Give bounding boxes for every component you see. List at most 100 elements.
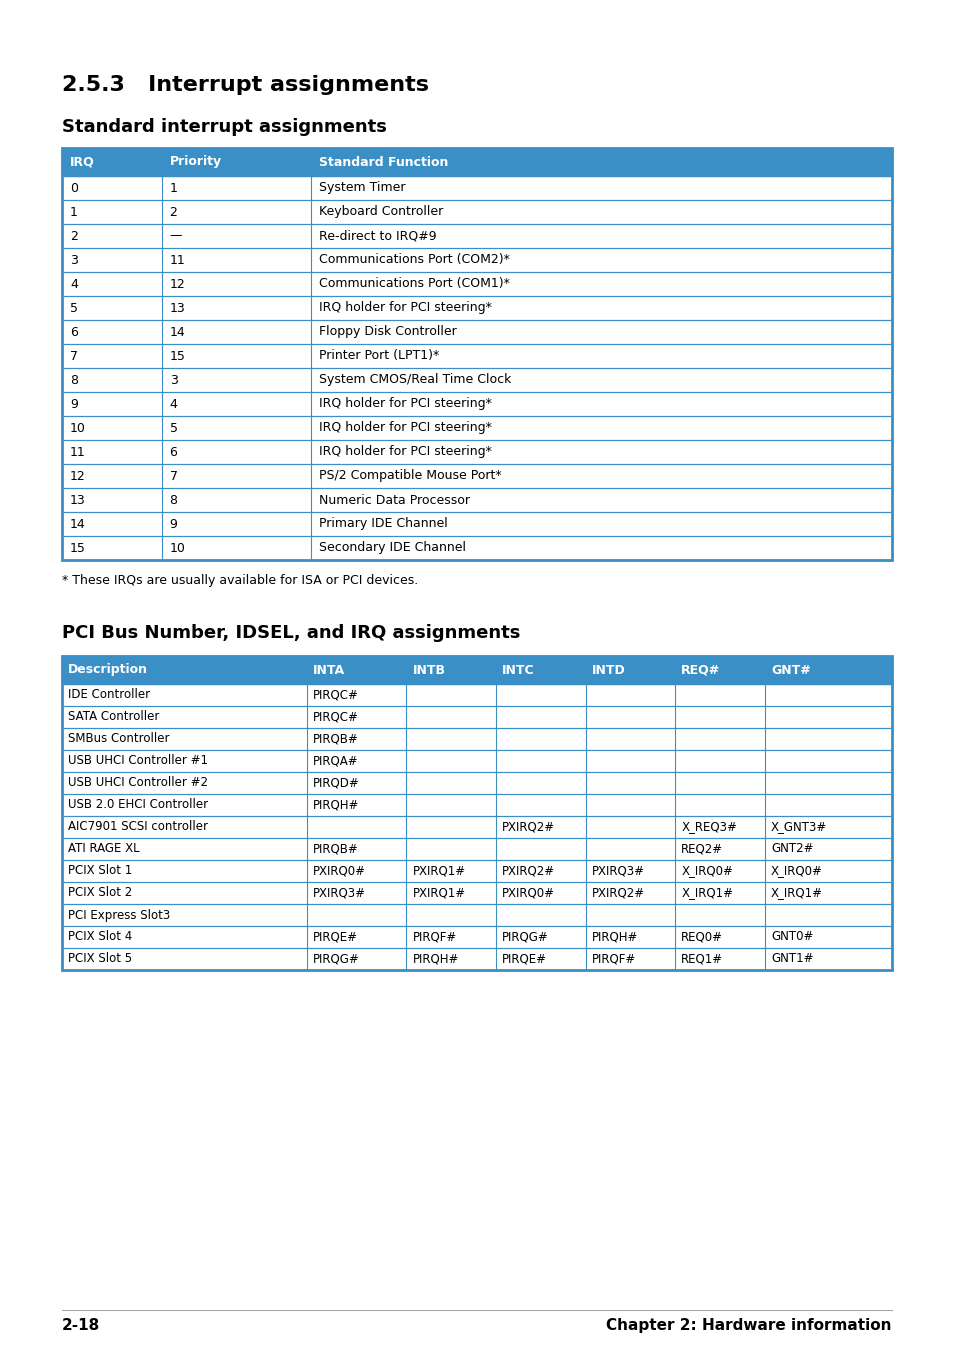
Text: PCIX Slot 5: PCIX Slot 5 bbox=[68, 952, 132, 966]
Text: PXIRQ0#: PXIRQ0# bbox=[313, 865, 365, 878]
Text: Chapter 2: Hardware information: Chapter 2: Hardware information bbox=[606, 1319, 891, 1333]
Text: ATI RAGE XL: ATI RAGE XL bbox=[68, 843, 139, 855]
Bar bbox=[62, 200, 891, 224]
Text: X_IRQ0#: X_IRQ0# bbox=[680, 865, 733, 878]
Text: 4: 4 bbox=[170, 397, 177, 411]
Text: * These IRQs are usually available for ISA or PCI devices.: * These IRQs are usually available for I… bbox=[62, 574, 417, 586]
Text: GNT2#: GNT2# bbox=[770, 843, 813, 855]
Text: X_IRQ1#: X_IRQ1# bbox=[770, 886, 822, 900]
Bar bbox=[62, 512, 891, 536]
Bar bbox=[62, 657, 891, 970]
Text: IDE Controller: IDE Controller bbox=[68, 689, 150, 701]
Text: SATA Controller: SATA Controller bbox=[68, 711, 159, 724]
Text: IRQ holder for PCI steering*: IRQ holder for PCI steering* bbox=[318, 446, 492, 458]
Text: PIRQH#: PIRQH# bbox=[412, 952, 458, 966]
Text: PXIRQ3#: PXIRQ3# bbox=[313, 886, 365, 900]
Text: 5: 5 bbox=[70, 301, 78, 315]
Bar bbox=[62, 750, 891, 771]
Text: 3: 3 bbox=[70, 254, 78, 266]
Text: Printer Port (LPT1)*: Printer Port (LPT1)* bbox=[318, 350, 438, 362]
Text: 11: 11 bbox=[170, 254, 185, 266]
Text: 10: 10 bbox=[170, 542, 185, 554]
Text: PS/2 Compatible Mouse Port*: PS/2 Compatible Mouse Port* bbox=[318, 470, 501, 482]
Text: Standard interrupt assignments: Standard interrupt assignments bbox=[62, 118, 387, 136]
Text: Communications Port (COM1)*: Communications Port (COM1)* bbox=[318, 277, 509, 290]
Text: IRQ holder for PCI steering*: IRQ holder for PCI steering* bbox=[318, 301, 492, 315]
Text: Floppy Disk Controller: Floppy Disk Controller bbox=[318, 326, 456, 339]
Text: System Timer: System Timer bbox=[318, 181, 405, 195]
Bar bbox=[62, 249, 891, 272]
Text: REQ1#: REQ1# bbox=[680, 952, 722, 966]
Bar bbox=[62, 536, 891, 561]
Text: 13: 13 bbox=[70, 493, 86, 507]
Bar bbox=[62, 728, 891, 750]
Bar bbox=[62, 176, 891, 200]
Text: X_REQ3#: X_REQ3# bbox=[680, 820, 737, 834]
Text: Numeric Data Processor: Numeric Data Processor bbox=[318, 493, 470, 507]
Text: INTC: INTC bbox=[501, 663, 534, 677]
Bar bbox=[62, 904, 891, 925]
Text: 1: 1 bbox=[170, 181, 177, 195]
Text: Secondary IDE Channel: Secondary IDE Channel bbox=[318, 542, 465, 554]
Text: PIRQH#: PIRQH# bbox=[591, 931, 638, 943]
Text: 15: 15 bbox=[170, 350, 185, 362]
Text: IRQ holder for PCI steering*: IRQ holder for PCI steering* bbox=[318, 422, 492, 435]
Text: —: — bbox=[170, 230, 182, 242]
Text: IRQ holder for PCI steering*: IRQ holder for PCI steering* bbox=[318, 397, 492, 411]
Text: PIRQC#: PIRQC# bbox=[313, 689, 358, 701]
Text: 2-18: 2-18 bbox=[62, 1319, 100, 1333]
Bar bbox=[62, 149, 891, 561]
Bar bbox=[62, 367, 891, 392]
Text: AIC7901 SCSI controller: AIC7901 SCSI controller bbox=[68, 820, 208, 834]
Text: PCI Bus Number, IDSEL, and IRQ assignments: PCI Bus Number, IDSEL, and IRQ assignmen… bbox=[62, 624, 519, 642]
Bar bbox=[62, 861, 891, 882]
Text: PIRQD#: PIRQD# bbox=[313, 777, 359, 789]
Bar bbox=[62, 320, 891, 345]
Bar bbox=[62, 707, 891, 728]
Text: 6: 6 bbox=[170, 446, 177, 458]
Bar bbox=[62, 816, 891, 838]
Text: 14: 14 bbox=[70, 517, 86, 531]
Bar bbox=[62, 794, 891, 816]
Bar bbox=[62, 149, 891, 176]
Bar bbox=[62, 771, 891, 794]
Bar bbox=[62, 488, 891, 512]
Text: PIRQF#: PIRQF# bbox=[412, 931, 456, 943]
Bar bbox=[62, 838, 891, 861]
Bar bbox=[62, 296, 891, 320]
Text: SMBus Controller: SMBus Controller bbox=[68, 732, 170, 746]
Text: 4: 4 bbox=[70, 277, 78, 290]
Text: USB UHCI Controller #1: USB UHCI Controller #1 bbox=[68, 754, 208, 767]
Text: 3: 3 bbox=[170, 373, 177, 386]
Bar bbox=[62, 224, 891, 249]
Bar bbox=[62, 345, 891, 367]
Text: 0: 0 bbox=[70, 181, 78, 195]
Text: 7: 7 bbox=[170, 470, 177, 482]
Text: INTB: INTB bbox=[412, 663, 445, 677]
Text: INTA: INTA bbox=[313, 663, 345, 677]
Text: 11: 11 bbox=[70, 446, 86, 458]
Text: 9: 9 bbox=[70, 397, 78, 411]
Text: 5: 5 bbox=[170, 422, 177, 435]
Text: 12: 12 bbox=[70, 470, 86, 482]
Text: PIRQG#: PIRQG# bbox=[501, 931, 548, 943]
Text: GNT1#: GNT1# bbox=[770, 952, 813, 966]
Text: 8: 8 bbox=[70, 373, 78, 386]
Text: PIRQG#: PIRQG# bbox=[313, 952, 359, 966]
Text: 7: 7 bbox=[70, 350, 78, 362]
Bar bbox=[62, 684, 891, 707]
Text: REQ2#: REQ2# bbox=[680, 843, 722, 855]
Text: PCIX Slot 1: PCIX Slot 1 bbox=[68, 865, 132, 878]
Text: 13: 13 bbox=[170, 301, 185, 315]
Text: PIRQC#: PIRQC# bbox=[313, 711, 358, 724]
Bar bbox=[62, 948, 891, 970]
Text: X_IRQ0#: X_IRQ0# bbox=[770, 865, 822, 878]
Text: 9: 9 bbox=[170, 517, 177, 531]
Text: PXIRQ1#: PXIRQ1# bbox=[412, 865, 465, 878]
Text: 15: 15 bbox=[70, 542, 86, 554]
Text: Standard Function: Standard Function bbox=[318, 155, 448, 169]
Text: 14: 14 bbox=[170, 326, 185, 339]
Text: GNT#: GNT# bbox=[770, 663, 810, 677]
Text: Description: Description bbox=[68, 663, 148, 677]
Text: 1: 1 bbox=[70, 205, 78, 219]
